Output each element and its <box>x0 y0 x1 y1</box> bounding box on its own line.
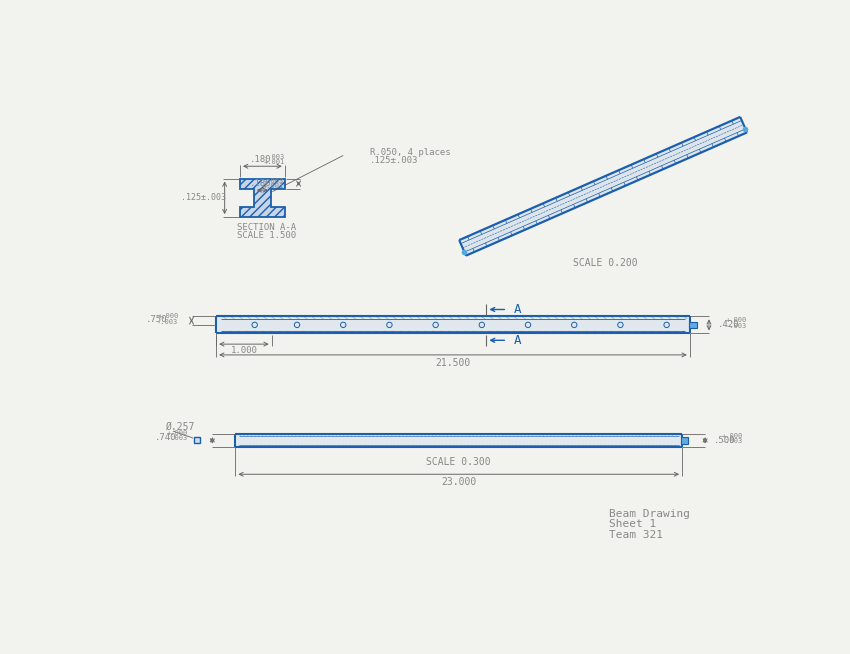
Text: +.000: +.000 <box>722 433 743 439</box>
Polygon shape <box>240 179 285 217</box>
Text: A: A <box>513 334 521 347</box>
Text: SCALE 0.300: SCALE 0.300 <box>427 457 491 467</box>
Text: .750: .750 <box>145 315 167 324</box>
Text: A: A <box>513 303 521 316</box>
Text: +.001: +.001 <box>263 183 284 189</box>
Text: .125±.003: .125±.003 <box>180 194 225 202</box>
Text: +.001: +.001 <box>264 160 286 165</box>
Text: 23.000: 23.000 <box>441 477 476 487</box>
Text: -.003: -.003 <box>264 154 286 160</box>
Text: -.003: -.003 <box>157 319 178 325</box>
Text: Sheet 1: Sheet 1 <box>609 519 656 529</box>
Bar <box>689 322 697 328</box>
Text: -.003: -.003 <box>167 435 188 441</box>
Text: Ø.257: Ø.257 <box>166 422 195 432</box>
Bar <box>235 434 682 447</box>
Bar <box>216 317 689 334</box>
Text: .125±.003: .125±.003 <box>370 156 418 165</box>
Text: .740: .740 <box>155 433 176 442</box>
Text: R.050, 4 places: R.050, 4 places <box>370 148 450 157</box>
Text: 1.000: 1.000 <box>230 346 258 354</box>
Bar <box>681 436 688 444</box>
Text: Team 321: Team 321 <box>609 530 663 540</box>
Text: Beam Drawing: Beam Drawing <box>609 509 690 519</box>
Text: SCALE 0.200: SCALE 0.200 <box>573 258 638 268</box>
Text: SECTION A-A: SECTION A-A <box>236 224 296 232</box>
Text: .500: .500 <box>714 436 736 445</box>
Text: +.000: +.000 <box>167 430 188 436</box>
Text: -.003: -.003 <box>263 178 284 184</box>
Text: .180: .180 <box>250 179 272 188</box>
Text: +.000: +.000 <box>157 313 178 319</box>
Text: SCALE 1.500: SCALE 1.500 <box>236 231 296 240</box>
Text: -.003: -.003 <box>726 322 747 329</box>
Text: .420: .420 <box>718 320 740 330</box>
Bar <box>194 438 200 443</box>
Text: .180: .180 <box>250 155 272 164</box>
Polygon shape <box>459 117 747 256</box>
Text: +.000: +.000 <box>726 317 747 323</box>
Text: -.003: -.003 <box>722 438 743 444</box>
Text: 21.500: 21.500 <box>435 358 471 368</box>
